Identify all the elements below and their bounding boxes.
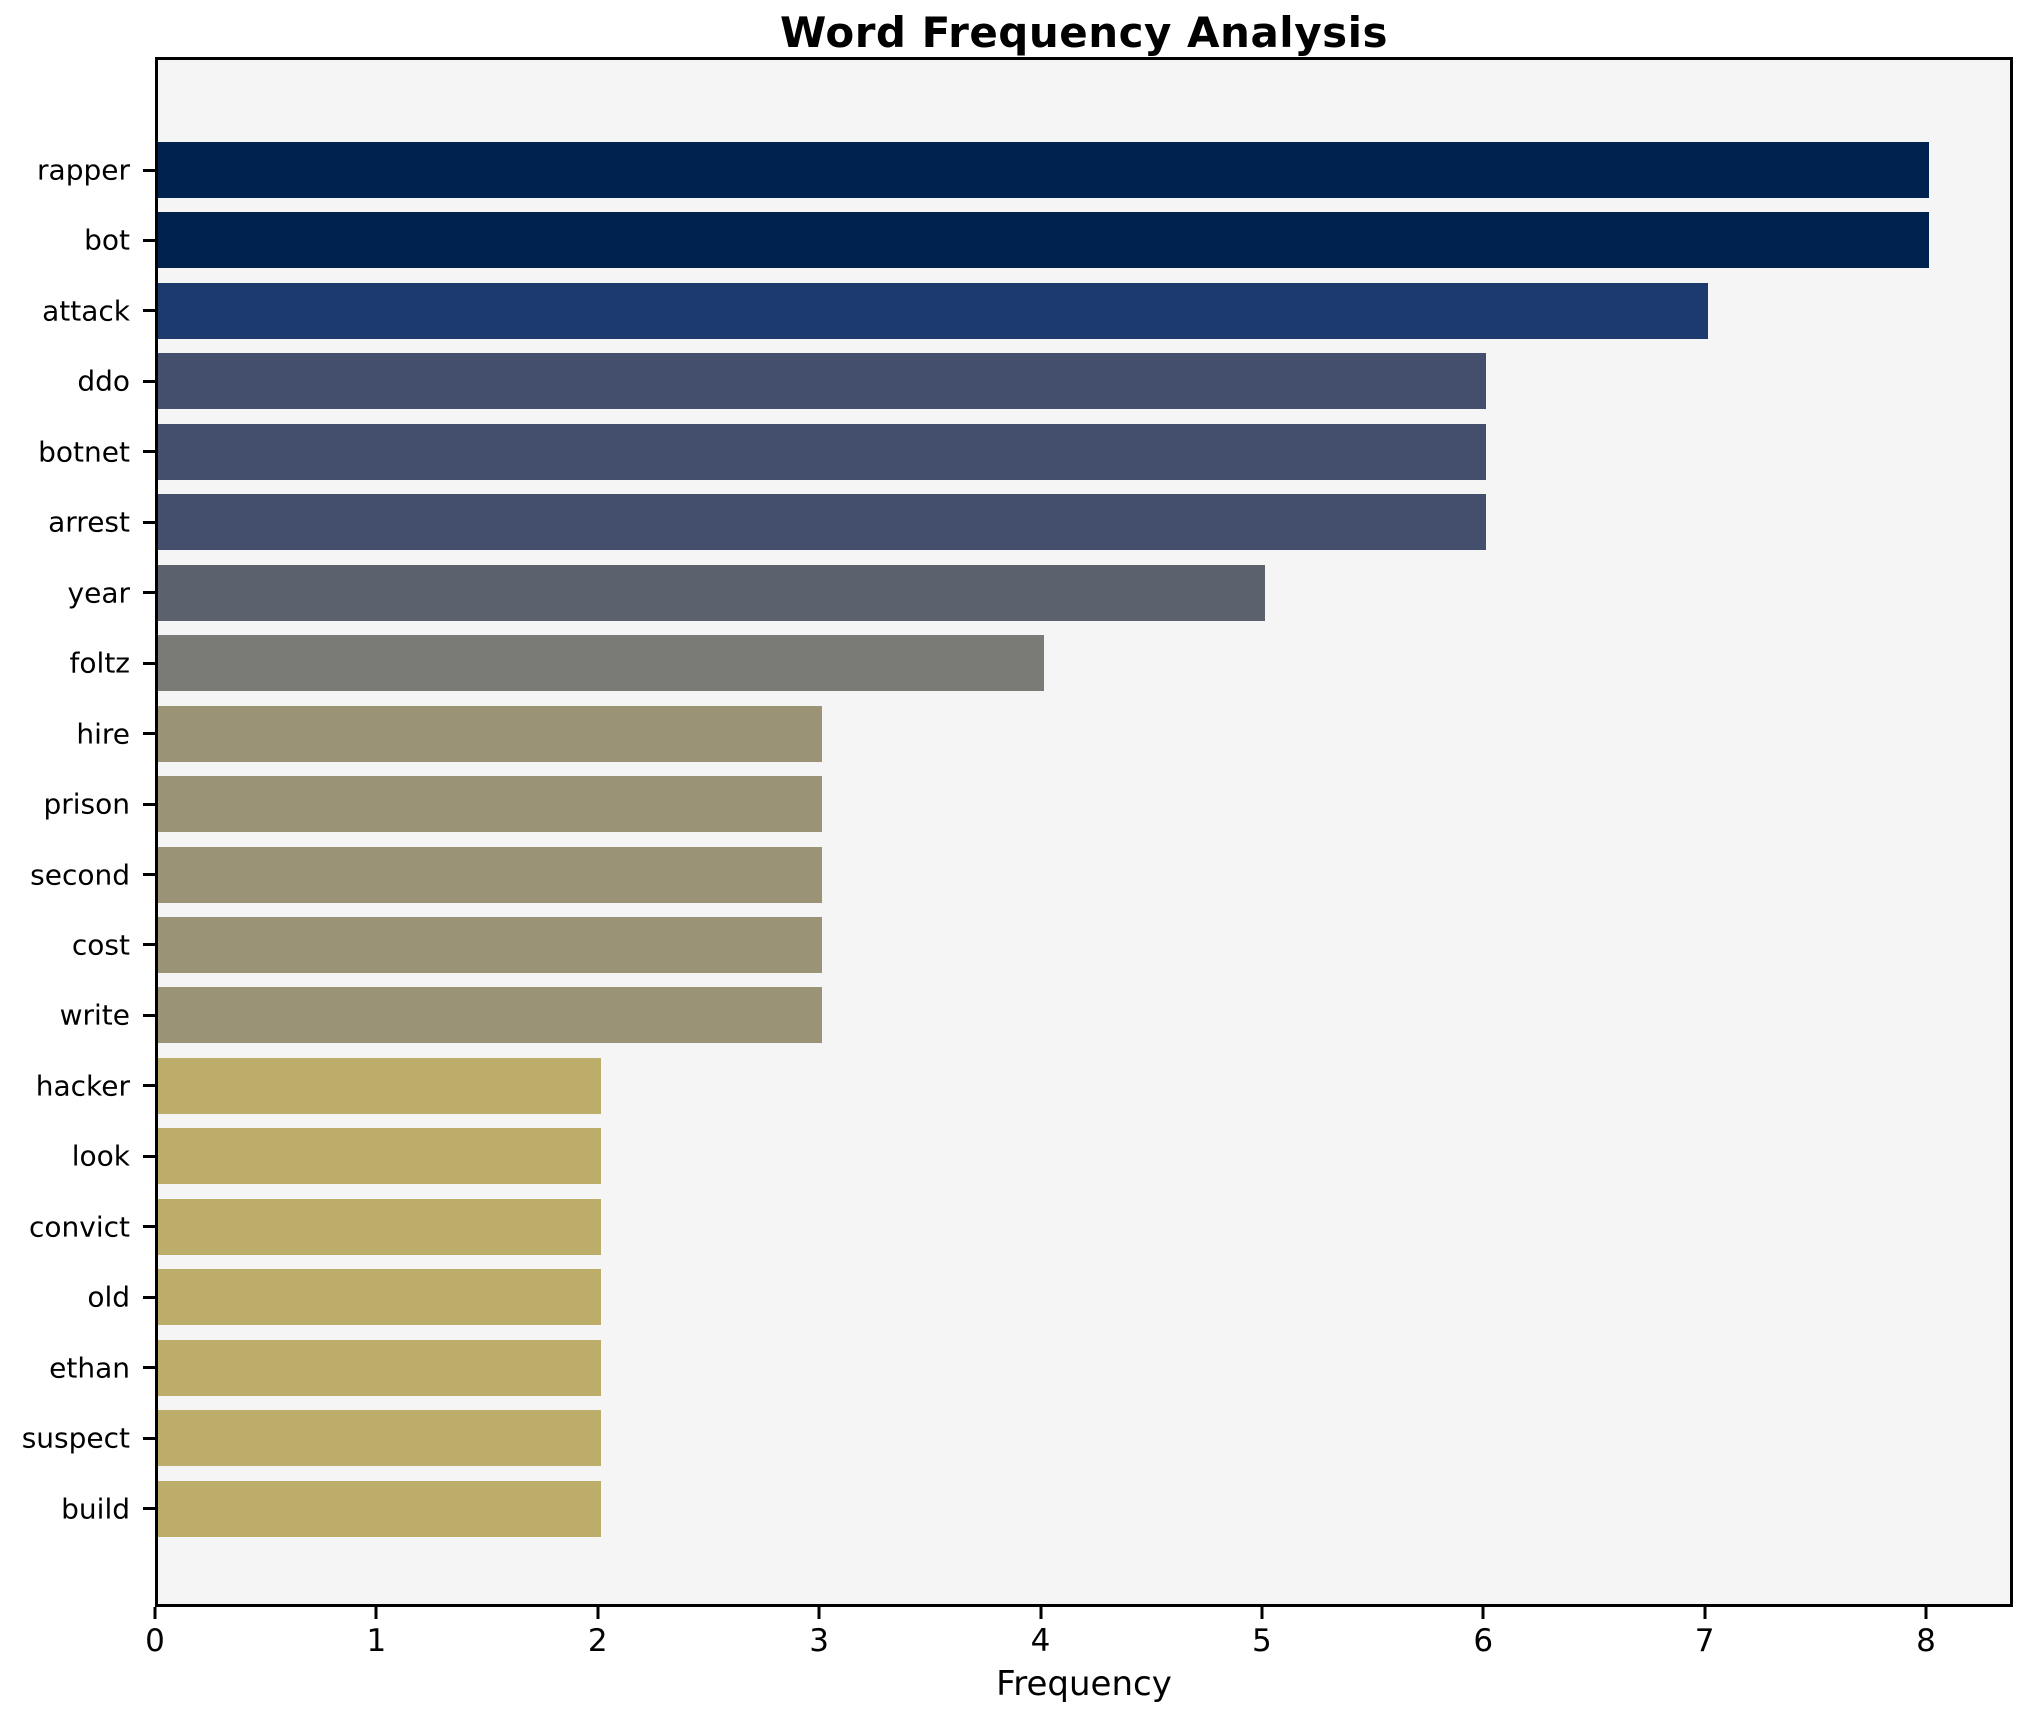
- x-axis-label: Frequency: [996, 1664, 1172, 1704]
- y-tick-label: old: [87, 1280, 130, 1314]
- bar-old: [158, 1269, 601, 1326]
- x-tick-label: 2: [587, 1623, 608, 1659]
- bar-suspect: [158, 1410, 601, 1467]
- y-tick-label: look: [71, 1139, 130, 1173]
- bar-build: [158, 1480, 601, 1537]
- y-tick-label: second: [30, 858, 130, 891]
- bar-convict: [158, 1198, 601, 1255]
- bar-attack: [158, 282, 1708, 339]
- x-tick: [153, 1607, 157, 1619]
- bar-hacker: [158, 1057, 601, 1114]
- x-tick: [1481, 1607, 1485, 1619]
- y-tick: [143, 1154, 155, 1158]
- y-tick-label: rapper: [37, 153, 130, 187]
- x-tick-label: 4: [1030, 1623, 1051, 1659]
- y-tick: [143, 591, 155, 595]
- y-tick: [143, 520, 155, 524]
- bar-prison: [158, 776, 823, 833]
- y-tick: [143, 1366, 155, 1370]
- x-tick-label: 8: [1916, 1623, 1936, 1659]
- y-tick-label: hire: [76, 717, 130, 751]
- x-tick: [1039, 1607, 1042, 1619]
- y-tick-label: attack: [42, 294, 130, 328]
- bar-second: [158, 846, 823, 903]
- y-tick-label: prison: [43, 787, 130, 821]
- y-tick: [143, 802, 155, 806]
- y-tick: [143, 1295, 155, 1299]
- y-tick-label: foltz: [69, 646, 130, 680]
- y-tick-label: cost: [71, 928, 130, 962]
- bar-foltz: [158, 635, 1044, 692]
- y-tick-label: ddo: [77, 364, 130, 398]
- y-tick: [143, 309, 155, 313]
- x-tick-label: 7: [1694, 1623, 1715, 1659]
- y-tick: [143, 1507, 155, 1511]
- y-tick-label: hacker: [35, 1069, 130, 1103]
- y-tick: [143, 1084, 155, 1088]
- x-tick: [1260, 1607, 1264, 1619]
- x-tick-label: 1: [366, 1623, 387, 1659]
- bar-ethan: [158, 1339, 601, 1396]
- y-tick: [143, 661, 155, 665]
- bar-write: [158, 987, 823, 1044]
- x-tick: [1924, 1607, 1928, 1619]
- y-tick-label: write: [59, 998, 130, 1032]
- y-tick-label: year: [67, 576, 130, 610]
- y-tick-label: suspect: [21, 1421, 130, 1455]
- bar-arrest: [158, 494, 1487, 551]
- bar-bot: [158, 212, 1929, 269]
- y-tick: [143, 732, 155, 736]
- x-tick: [374, 1607, 378, 1619]
- y-tick: [143, 1013, 155, 1017]
- bar-ddo: [158, 353, 1487, 410]
- bar-rapper: [158, 142, 1929, 198]
- x-tick-label: 6: [1473, 1623, 1494, 1659]
- y-tick-label: convict: [29, 1210, 130, 1244]
- y-tick-label: ethan: [49, 1351, 130, 1385]
- bar-look: [158, 1128, 601, 1185]
- x-tick-label: 0: [145, 1623, 165, 1659]
- bar-year: [158, 564, 1265, 621]
- bar-hire: [158, 705, 823, 762]
- x-tick-label: 3: [809, 1623, 829, 1659]
- y-tick-label: botnet: [38, 435, 130, 469]
- x-tick-label: 5: [1252, 1623, 1272, 1659]
- y-tick-label: bot: [84, 223, 130, 257]
- x-tick: [817, 1607, 821, 1619]
- y-tick: [143, 379, 155, 383]
- chart-title: Word Frequency Analysis: [780, 8, 1388, 57]
- y-tick: [143, 1436, 155, 1440]
- bar-botnet: [158, 423, 1487, 480]
- x-tick: [596, 1607, 600, 1619]
- y-tick: [143, 1225, 155, 1229]
- plot-area: [155, 57, 2013, 1607]
- y-tick-label: build: [61, 1492, 130, 1526]
- y-tick: [143, 238, 155, 242]
- x-tick: [1703, 1607, 1707, 1619]
- y-tick: [143, 943, 155, 947]
- y-tick: [143, 873, 155, 876]
- y-tick-label: arrest: [48, 505, 130, 539]
- y-tick: [143, 450, 155, 454]
- y-tick: [143, 168, 155, 172]
- bar-cost: [158, 916, 823, 973]
